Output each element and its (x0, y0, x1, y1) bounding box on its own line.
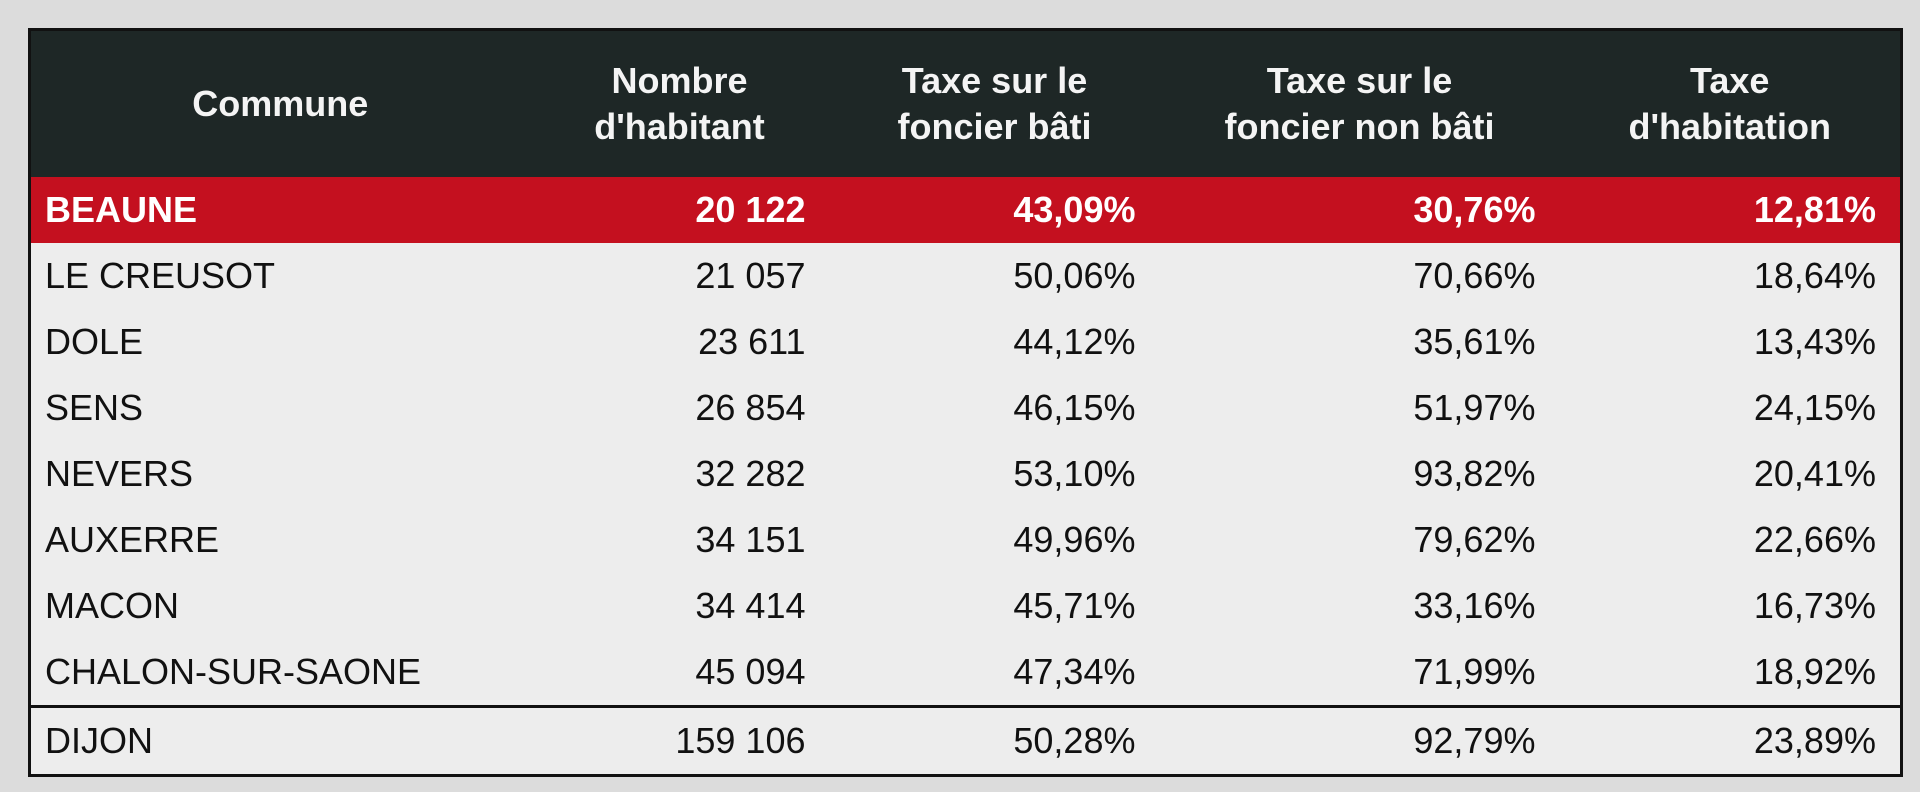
value-cell: 49,96% (1013, 519, 1136, 560)
value-cell: 32 282 (695, 453, 806, 494)
value-cell: 79,62% (1413, 519, 1536, 560)
commune-cell: NEVERS (45, 453, 194, 494)
header-text: Taxe sur le (1266, 60, 1453, 101)
table-row: NEVERS 32 282 53,10% 93,82% 20,41% (30, 441, 1902, 507)
value-cell: 18,92% (1753, 651, 1876, 692)
value-cell: 47,34% (1013, 651, 1136, 692)
table-row: BEAUNE 20 122 43,09% 30,76% 12,81% (29, 177, 1902, 243)
header-cell: Taxe sur le foncier non bâti (1159, 29, 1560, 177)
value-cell: 26 854 (695, 387, 806, 428)
header-text: d'habitation (1628, 106, 1832, 147)
table-row: MACON 34 414 45,71% 33,16% 16,73% (30, 573, 1902, 639)
value-cell: 51,97% (1413, 387, 1536, 428)
value-cell: 70,66% (1413, 255, 1536, 296)
table-row: CHALON-SUR-SAONE 45 094 47,34% 71,99% 18,92% (30, 639, 1902, 707)
tax-table: Commune Nombre d'habitant Taxe sur le foncie… (28, 28, 1903, 777)
commune-cell: CHALON-SUR-SAONE (45, 651, 422, 692)
header-cell: Commune (29, 29, 530, 177)
value-cell: 22,66% (1753, 519, 1876, 560)
header-cell: Nombre d'habitant (529, 29, 830, 177)
value-cell: 18,64% (1753, 255, 1876, 296)
table-row: LE CREUSOT 21 057 50,06% 70,66% 18,64% (30, 243, 1902, 309)
commune-cell: MACON (45, 585, 179, 626)
value-cell: 46,15% (1013, 387, 1136, 428)
commune-cell: LE CREUSOT (45, 255, 276, 296)
value-cell: 159 106 (529, 705, 830, 776)
header-text: Taxe sur le (901, 60, 1088, 101)
header-text: Taxe (1690, 60, 1770, 101)
table-row: DIJON 159 106 50,28% 92,79% 23,89% (29, 705, 1902, 776)
value-cell: 53,10% (1013, 453, 1136, 494)
value-cell: 13,43% (1753, 321, 1876, 362)
value-cell: 92,79% (1159, 705, 1560, 776)
value-cell: 24,15% (1753, 387, 1876, 428)
value-cell: 45 094 (695, 651, 806, 692)
value-cell: 20,41% (1753, 453, 1876, 494)
value-cell: 71,99% (1413, 651, 1536, 692)
value-cell: 44,12% (1013, 321, 1136, 362)
value-cell: 45,71% (1013, 585, 1136, 626)
commune-cell: SENS (45, 387, 144, 428)
value-cell: 93,82% (1413, 453, 1536, 494)
value-cell: 33,16% (1413, 585, 1536, 626)
commune-cell: BEAUNE (29, 177, 530, 243)
table-container: Commune Nombre d'habitant Taxe sur le foncie… (28, 28, 1903, 777)
value-cell: 50,06% (1013, 255, 1136, 296)
value-cell: 20 122 (529, 177, 830, 243)
value-cell: 23,89% (1559, 705, 1902, 776)
value-cell: 43,09% (829, 177, 1160, 243)
value-cell: 21 057 (695, 255, 806, 296)
value-cell: 16,73% (1753, 585, 1876, 626)
table-row: DOLE 23 611 44,12% 35,61% 13,43% (30, 309, 1902, 375)
header-text: d'habitant (594, 106, 765, 147)
table-body: BEAUNE 20 122 43,09% 30,76% 12,81% LE CREUSOT… (29, 177, 1902, 776)
value-cell: 30,76% (1159, 177, 1560, 243)
commune-cell: DIJON (29, 705, 530, 776)
value-cell: 50,28% (829, 705, 1160, 776)
value-cell: 34 414 (695, 585, 806, 626)
value-cell: 35,61% (1413, 321, 1536, 362)
header-cell: Taxe d'habitation (1559, 29, 1902, 177)
header-cell: Taxe sur le foncier bâti (829, 29, 1160, 177)
value-cell: 34 151 (695, 519, 806, 560)
header-text: foncier non bâti (1224, 106, 1495, 147)
value-cell: 23 611 (698, 321, 806, 362)
commune-cell: DOLE (45, 321, 144, 362)
table-row: SENS 26 854 46,15% 51,97% 24,15% (30, 375, 1902, 441)
header-text: Nombre (611, 60, 748, 101)
header-text: Commune (192, 83, 369, 124)
table-row: AUXERRE 34 151 49,96% 79,62% 22,66% (30, 507, 1902, 573)
commune-cell: AUXERRE (45, 519, 220, 560)
header-text: foncier bâti (897, 106, 1092, 147)
value-cell: 12,81% (1559, 177, 1902, 243)
header-row: Commune Nombre d'habitant Taxe sur le foncie… (29, 29, 1902, 177)
